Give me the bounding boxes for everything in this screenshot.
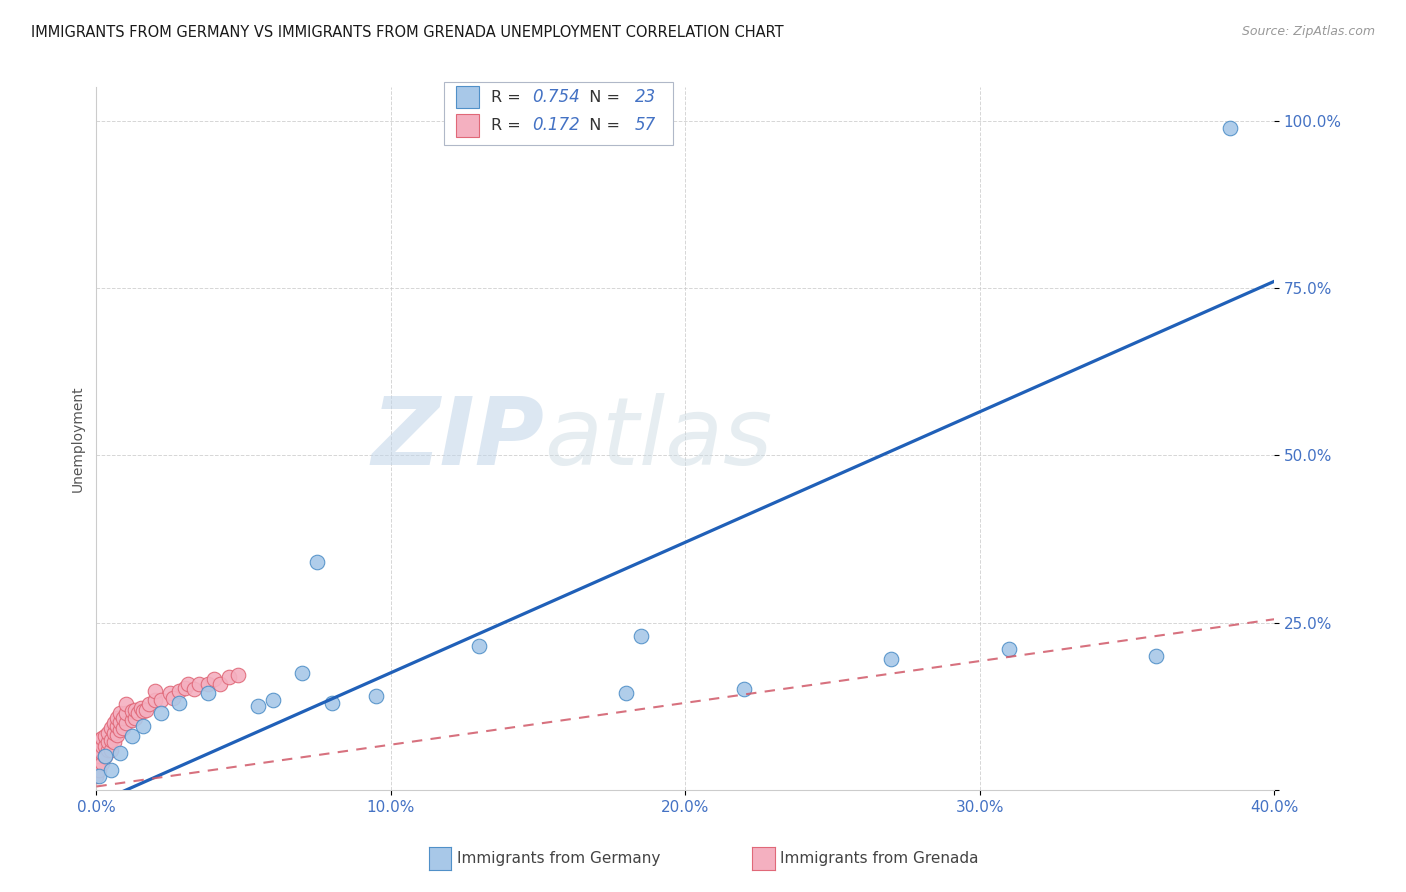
FancyBboxPatch shape: [456, 86, 479, 109]
Point: [108, 714, 131, 729]
Point: [291, 665, 314, 680]
Point: [91, 731, 114, 745]
Point: [247, 699, 270, 714]
Point: [100, 742, 122, 756]
Point: [94, 729, 117, 743]
Point: [307, 555, 329, 569]
Point: [121, 704, 143, 718]
Point: [208, 677, 231, 691]
Text: 57: 57: [634, 116, 655, 135]
Point: [132, 704, 155, 718]
Point: [94, 749, 117, 764]
Point: [124, 710, 146, 724]
Point: [86, 756, 108, 770]
Point: [183, 682, 205, 697]
Text: Immigrants from Germany: Immigrants from Germany: [457, 851, 661, 865]
Point: [138, 697, 160, 711]
Text: 23: 23: [634, 88, 655, 106]
Point: [103, 715, 125, 730]
Text: N =: N =: [579, 118, 626, 133]
Text: atlas: atlas: [544, 393, 772, 484]
Point: [108, 723, 131, 737]
Point: [150, 692, 173, 706]
Point: [162, 690, 184, 705]
Point: [105, 728, 128, 742]
Point: [197, 677, 219, 691]
Point: [167, 696, 190, 710]
Point: [226, 667, 249, 681]
Point: [94, 749, 117, 764]
Text: ZIP: ZIP: [371, 392, 544, 484]
Point: [127, 706, 149, 720]
Point: [630, 629, 652, 643]
Point: [1219, 120, 1241, 135]
Point: [114, 715, 136, 730]
Point: [103, 726, 125, 740]
Point: [91, 756, 114, 770]
Point: [321, 696, 343, 710]
Point: [86, 769, 108, 783]
Point: [100, 732, 122, 747]
Point: [159, 686, 181, 700]
FancyBboxPatch shape: [444, 82, 673, 145]
Point: [135, 702, 157, 716]
Point: [218, 670, 240, 684]
Point: [100, 763, 122, 777]
Point: [132, 719, 155, 733]
Point: [143, 692, 166, 706]
Point: [129, 701, 152, 715]
Point: [173, 681, 195, 695]
Text: 0.172: 0.172: [531, 116, 579, 135]
Point: [124, 702, 146, 716]
Text: Immigrants from Grenada: Immigrants from Grenada: [780, 851, 979, 865]
Point: [111, 710, 134, 724]
Point: [89, 732, 111, 747]
Point: [97, 742, 120, 756]
Point: [114, 697, 136, 711]
Point: [880, 652, 903, 666]
Point: [1144, 648, 1167, 663]
Point: [468, 639, 491, 653]
Text: 0.754: 0.754: [531, 88, 579, 106]
Point: [614, 686, 637, 700]
Text: R =: R =: [491, 118, 526, 133]
Point: [202, 673, 225, 687]
Text: N =: N =: [579, 90, 626, 104]
Point: [103, 734, 125, 748]
Point: [143, 683, 166, 698]
Point: [121, 713, 143, 727]
Point: [89, 749, 111, 764]
Point: [105, 719, 128, 733]
Point: [188, 677, 211, 691]
Y-axis label: Unemployment: Unemployment: [72, 385, 86, 491]
Point: [167, 683, 190, 698]
Point: [108, 746, 131, 760]
Point: [94, 739, 117, 754]
Point: [733, 682, 755, 697]
Point: [89, 739, 111, 754]
Text: IMMIGRANTS FROM GERMANY VS IMMIGRANTS FROM GRENADA UNEMPLOYMENT CORRELATION CHAR: IMMIGRANTS FROM GERMANY VS IMMIGRANTS FR…: [31, 25, 783, 40]
Point: [150, 706, 173, 720]
Point: [89, 763, 111, 777]
Text: Source: ZipAtlas.com: Source: ZipAtlas.com: [1241, 25, 1375, 38]
Point: [91, 746, 114, 760]
Point: [197, 686, 219, 700]
Point: [89, 769, 111, 783]
Point: [111, 721, 134, 735]
Point: [998, 642, 1021, 657]
Point: [114, 706, 136, 720]
Point: [100, 721, 122, 735]
Point: [108, 706, 131, 720]
Point: [97, 734, 120, 748]
Text: R =: R =: [491, 90, 526, 104]
Point: [91, 739, 114, 754]
Point: [97, 726, 120, 740]
Point: [121, 729, 143, 743]
Point: [105, 710, 128, 724]
Point: [176, 677, 198, 691]
Point: [364, 689, 387, 703]
Point: [262, 692, 284, 706]
FancyBboxPatch shape: [456, 114, 479, 136]
